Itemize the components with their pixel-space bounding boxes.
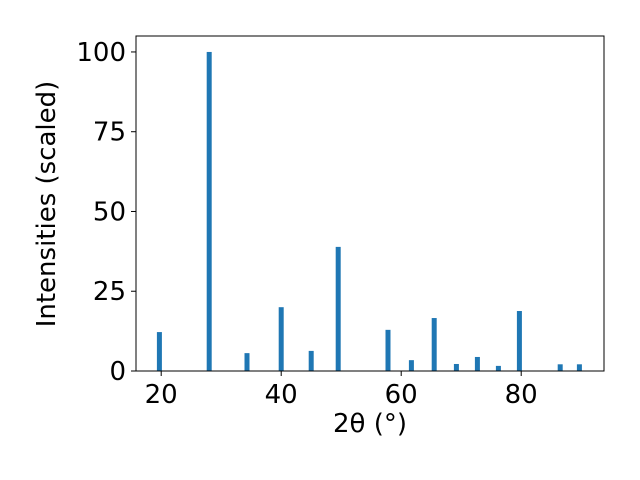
x-axis-label: 2θ (°) — [333, 409, 407, 439]
bar — [431, 318, 437, 371]
y-tick-label: 0 — [109, 357, 126, 387]
y-axis-label: Intensities (scaled) — [32, 81, 62, 328]
bar — [495, 365, 501, 371]
y-tick-label: 25 — [93, 277, 126, 307]
bar — [385, 329, 391, 371]
bar — [474, 356, 480, 371]
bar — [156, 332, 162, 371]
y-tick-label: 100 — [76, 38, 126, 68]
bar — [308, 350, 314, 371]
bar — [453, 363, 459, 371]
x-tick-label: 20 — [145, 380, 178, 410]
bar — [244, 353, 250, 371]
bar — [576, 364, 582, 371]
x-tick-label: 80 — [505, 380, 538, 410]
bar — [408, 360, 414, 371]
bar — [278, 307, 284, 371]
bar — [206, 51, 212, 371]
plot-frame — [135, 35, 605, 372]
x-tick-label: 60 — [385, 380, 418, 410]
bar — [516, 311, 522, 371]
x-tick-label: 40 — [265, 380, 298, 410]
y-tick-label: 75 — [93, 118, 126, 148]
bar — [335, 246, 341, 371]
y-tick-label: 50 — [93, 197, 126, 227]
bar — [557, 364, 563, 371]
